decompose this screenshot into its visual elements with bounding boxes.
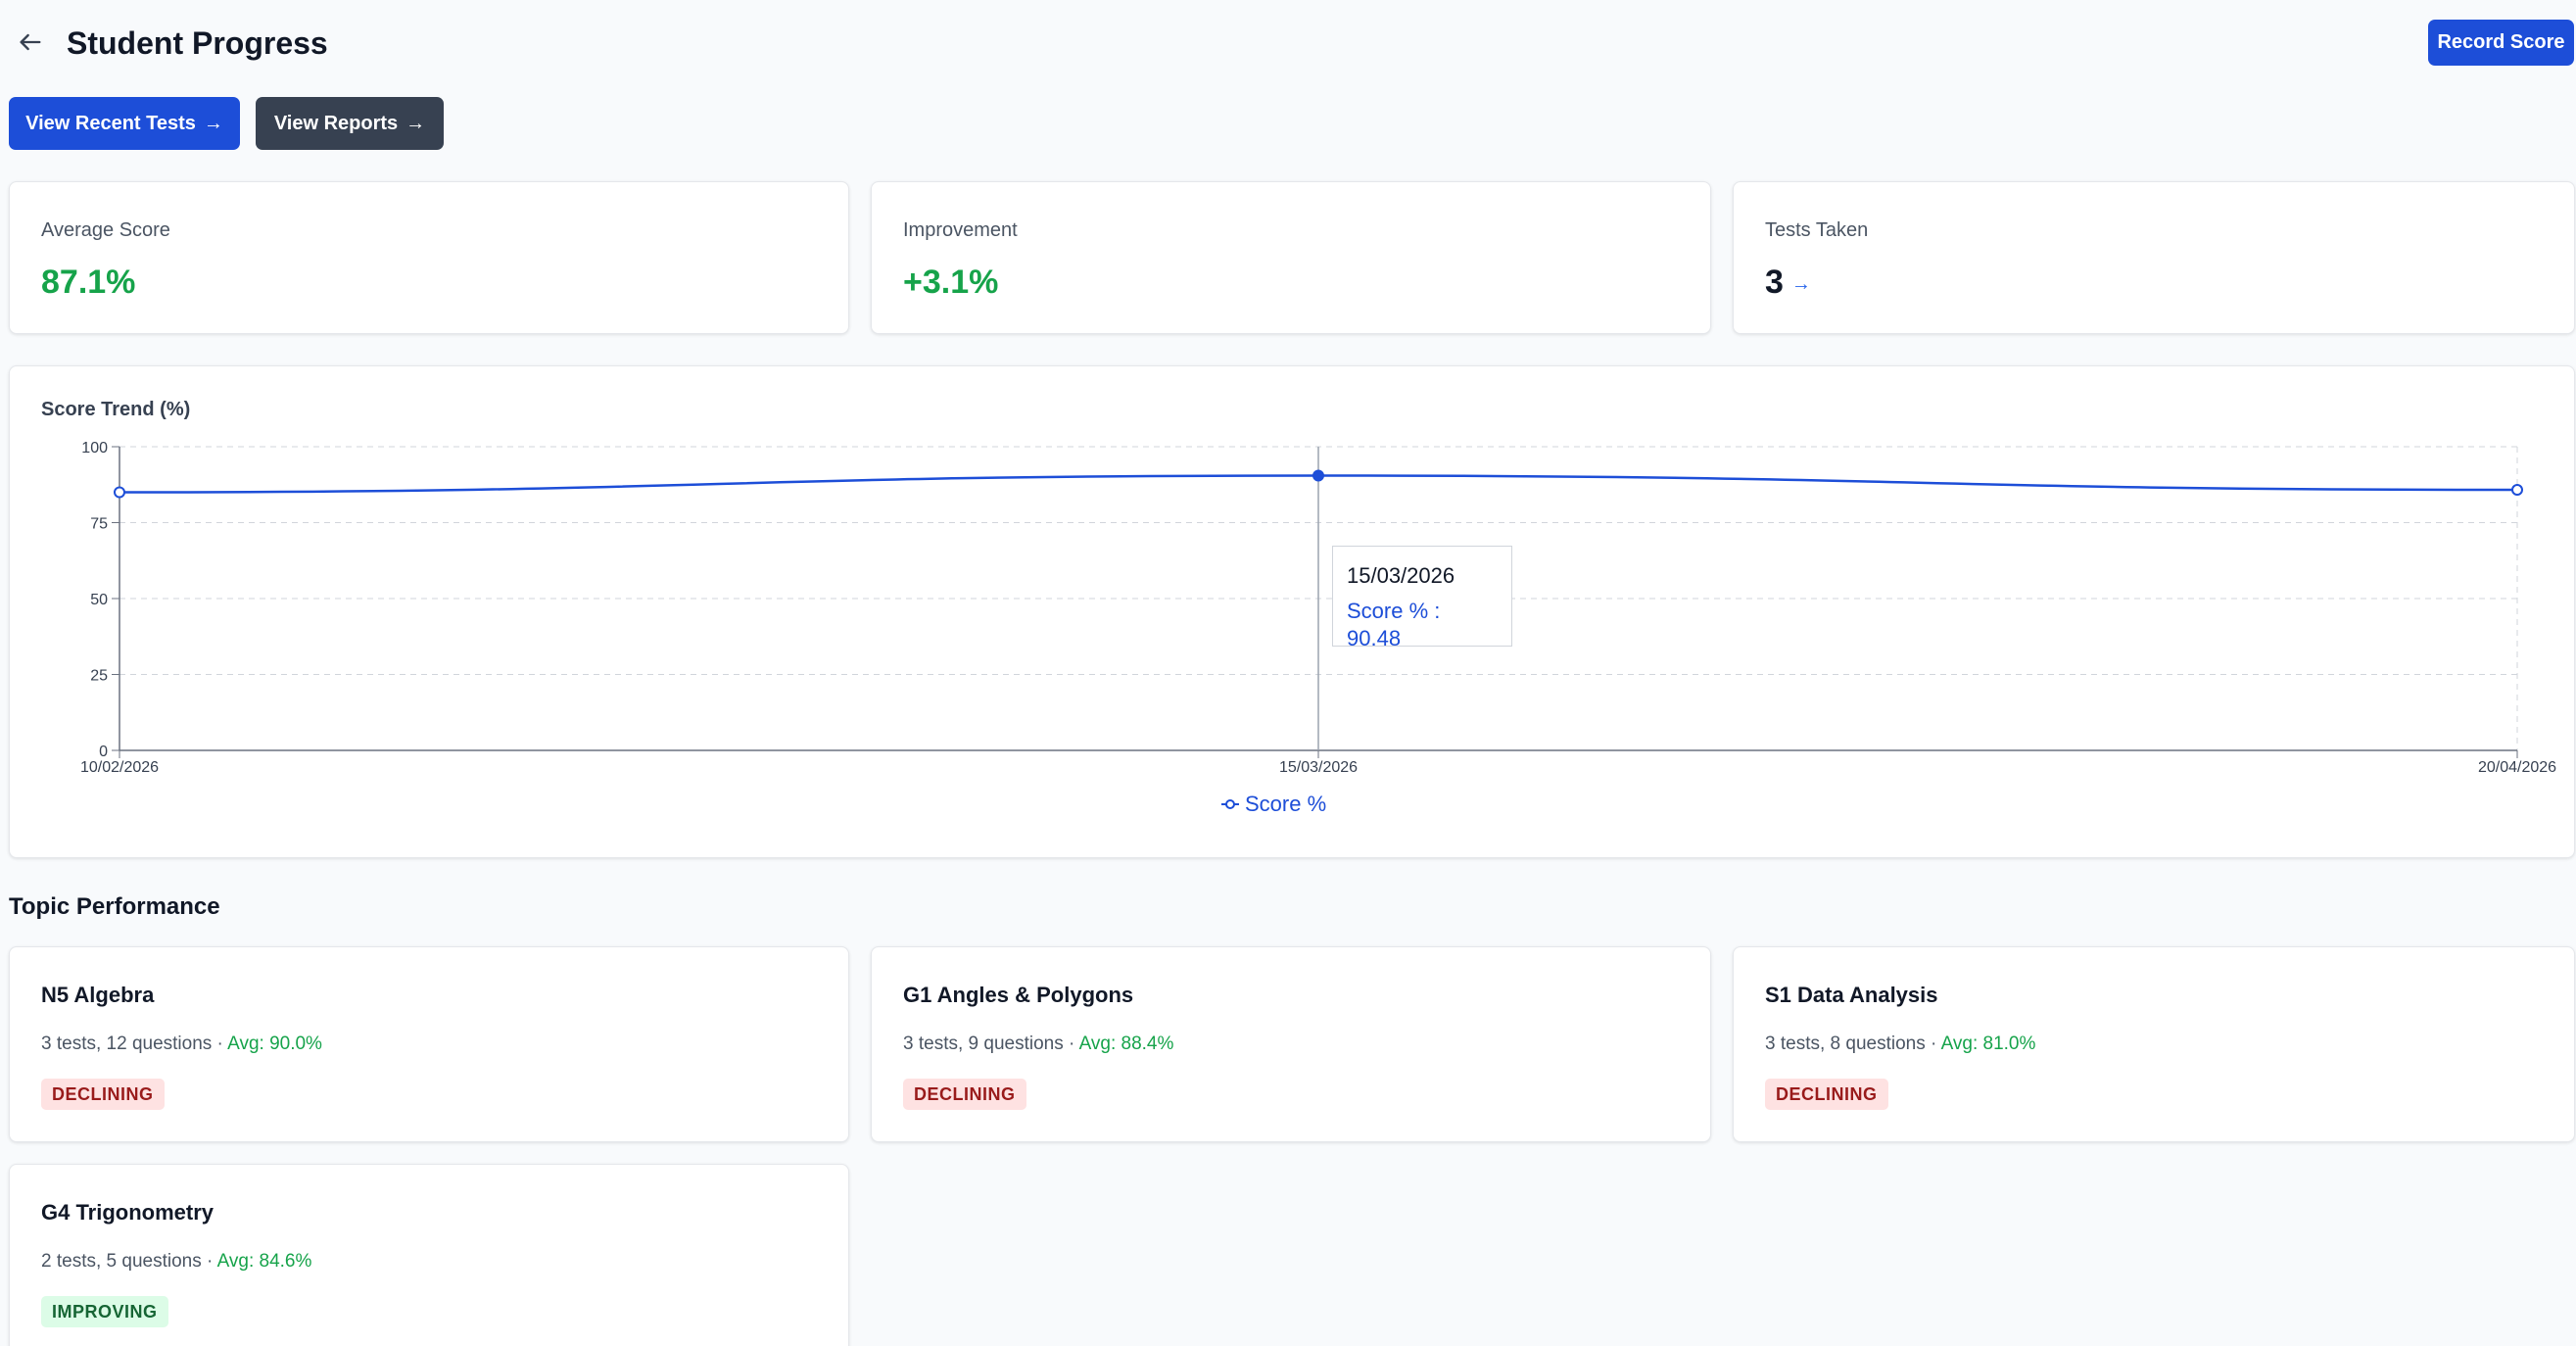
back-button[interactable]: [14, 25, 47, 59]
view-reports-button[interactable]: View Reports →: [256, 97, 444, 150]
topic-average: Avg: 81.0%: [1940, 1034, 2036, 1054]
stat-label: Average Score: [41, 219, 170, 241]
data-point: [1312, 469, 1324, 482]
y-tick-label: 50: [90, 592, 108, 608]
view-reports-label: View Reports: [273, 112, 399, 134]
topic-meta: 3 tests, 8 questions · Avg: 81.0%: [1765, 1034, 2036, 1054]
legend-line-icon: [1221, 799, 1239, 809]
x-tick-label: 10/02/2026: [80, 759, 159, 776]
score-trend-card: Score Trend (%) 0 25 50 75 100 10/02/2026 15/0…: [9, 365, 2575, 858]
arrow-right-icon: →: [405, 112, 426, 134]
topic-meta: 3 tests, 12 questions · Avg: 90.0%: [41, 1034, 322, 1054]
data-point: [114, 486, 125, 499]
topic-card[interactable]: S1 Data Analysis 3 tests, 8 questions · …: [1733, 946, 2575, 1142]
tests-taken-count: 3: [1765, 264, 1784, 301]
topic-name: N5 Algebra: [41, 983, 155, 1007]
y-tick-label: 0: [99, 744, 108, 760]
arrow-right-icon[interactable]: →: [1790, 273, 1811, 296]
view-recent-tests-button[interactable]: View Recent Tests →: [9, 97, 240, 150]
stat-value[interactable]: 3 →: [1765, 259, 1811, 308]
arrow-left-icon: [20, 33, 41, 51]
topic-counts: 3 tests, 8 questions: [1765, 1034, 1926, 1054]
record-score-button[interactable]: Record Score: [2428, 20, 2574, 66]
status-badge: IMPROVING: [41, 1296, 168, 1327]
status-badge: DECLINING: [903, 1079, 1026, 1110]
topic-meta: 3 tests, 9 questions · Avg: 88.4%: [903, 1034, 1174, 1054]
y-tick-label: 100: [81, 440, 108, 457]
chart-legend[interactable]: Score %: [1221, 792, 1326, 817]
legend-label: Score %: [1245, 792, 1327, 816]
view-recent-tests-label: View Recent Tests: [25, 112, 196, 134]
topic-average: Avg: 90.0%: [227, 1034, 322, 1054]
topic-card[interactable]: N5 Algebra 3 tests, 12 questions · Avg: …: [9, 946, 849, 1142]
x-tick-label: 20/04/2026: [2478, 759, 2556, 776]
topic-card[interactable]: G4 Trigonometry 2 tests, 5 questions · A…: [9, 1164, 849, 1346]
stat-label: Tests Taken: [1765, 219, 1869, 241]
tests-taken-card[interactable]: Tests Taken 3 →: [1733, 181, 2575, 334]
average-score-card: Average Score 87.1%: [9, 181, 849, 334]
tooltip-value: Score % : 90.48: [1347, 599, 1441, 650]
improvement-card: Improvement +3.1%: [871, 181, 1711, 334]
arrow-right-icon: →: [203, 112, 223, 134]
status-badge: DECLINING: [1765, 1079, 1888, 1110]
chart-tooltip: 15/03/2026 Score % : 90.48: [1332, 546, 1512, 650]
section-title: Topic Performance: [9, 893, 220, 920]
topic-meta: 2 tests, 5 questions · Avg: 84.6%: [41, 1251, 312, 1272]
score-trend-chart: 0 25 50 75 100 10/02/2026 15/03/2026 20/04/2026: [80, 440, 2556, 776]
topic-name: S1 Data Analysis: [1765, 983, 1938, 1007]
topic-counts: 3 tests, 9 questions: [903, 1034, 1064, 1054]
stat-value: 87.1%: [41, 264, 136, 301]
tooltip-date: 15/03/2026: [1347, 563, 1455, 588]
topic-card[interactable]: G1 Angles & Polygons 3 tests, 9 question…: [871, 946, 1711, 1142]
y-tick-label: 75: [90, 516, 108, 533]
topic-average: Avg: 88.4%: [1078, 1034, 1174, 1054]
topic-counts: 2 tests, 5 questions: [41, 1251, 202, 1272]
page-title: Student Progress: [67, 25, 328, 61]
y-tick-label: 25: [90, 668, 108, 685]
status-badge: DECLINING: [41, 1079, 165, 1110]
x-tick-label: 15/03/2026: [1279, 759, 1358, 776]
topic-counts: 3 tests, 12 questions: [41, 1034, 213, 1054]
stat-label: Improvement: [903, 219, 1018, 241]
data-point: [2511, 484, 2523, 497]
topic-name: G4 Trigonometry: [41, 1200, 215, 1225]
header: Student Progress Record Score: [0, 0, 2576, 84]
topic-average: Avg: 84.6%: [216, 1251, 312, 1272]
topic-name: G1 Angles & Polygons: [903, 983, 1134, 1007]
stat-value: +3.1%: [903, 264, 999, 301]
chart-title: Score Trend (%): [41, 399, 191, 420]
